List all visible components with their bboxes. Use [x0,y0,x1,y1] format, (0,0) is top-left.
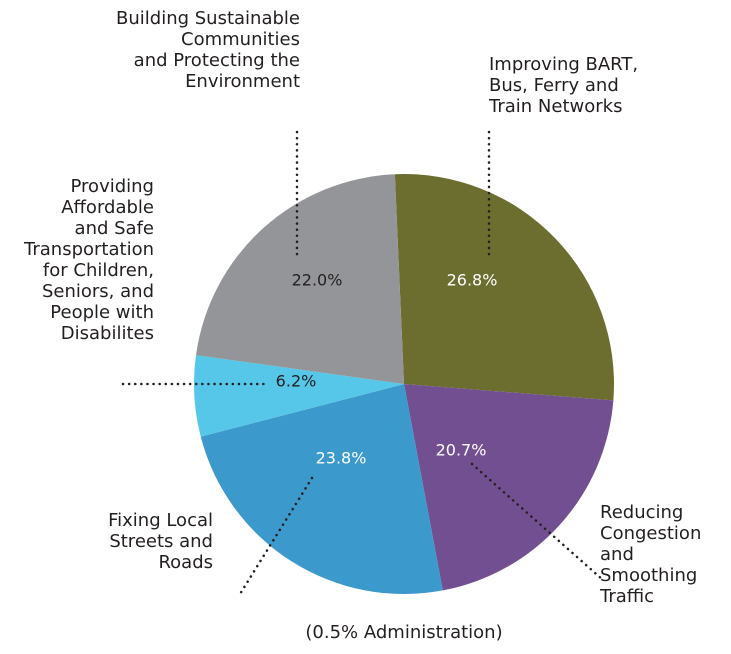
pie-slice [404,384,614,591]
category-label: Fixing Local Streets and Roads [108,510,213,573]
category-label: Reducing Congestion and Smoothing Traffi… [600,502,702,607]
pie-slice [200,384,443,594]
value-label: 20.7% [436,441,487,460]
category-label: Building Sustainable Communities and Pro… [116,8,300,92]
pie-slice [195,174,404,384]
pie-slice [394,174,614,401]
leader-line [238,476,314,596]
note: (0.5% Administration) [305,622,503,643]
pie-slice [193,355,404,437]
value-label: 23.8% [316,449,367,468]
leader-line [470,462,605,582]
value-label: 26.8% [447,271,498,290]
category-label: Improving BART, Bus, Ferry and Train Net… [489,54,639,117]
value-label: 22.0% [292,271,343,290]
value-label: 6.2% [276,372,317,391]
category-label: Providing Affordable and Safe Transporta… [24,176,154,344]
